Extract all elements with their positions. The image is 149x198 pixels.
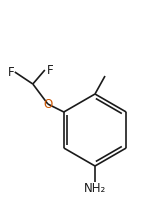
Text: O: O [43,97,52,110]
Text: F: F [46,64,53,76]
Text: F: F [7,66,14,78]
Text: NH₂: NH₂ [84,183,106,195]
